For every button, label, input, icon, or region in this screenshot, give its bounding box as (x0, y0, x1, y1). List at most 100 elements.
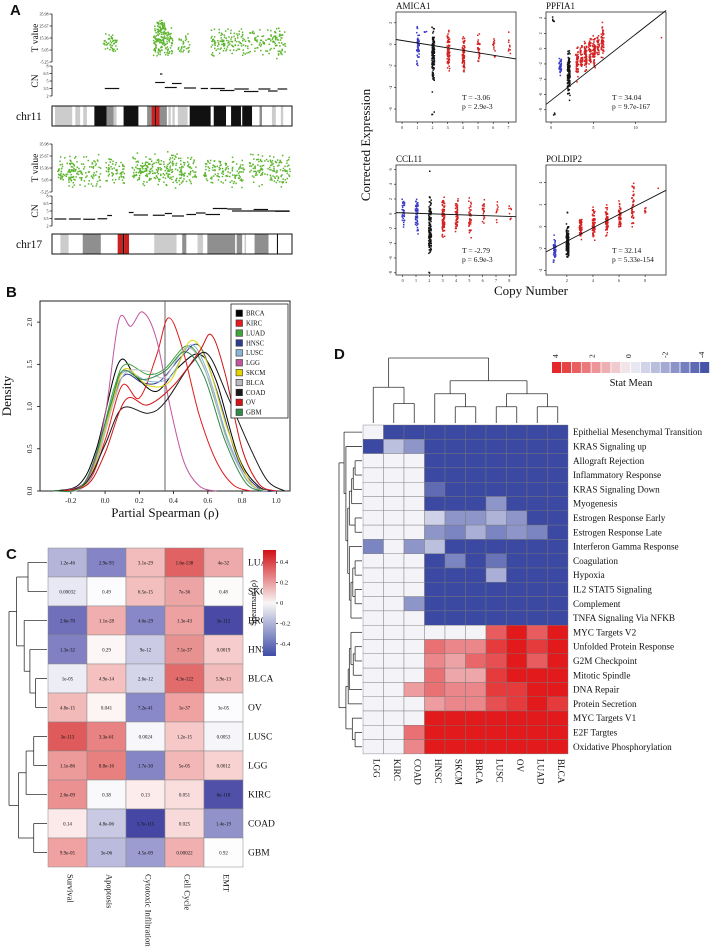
cell-22-9 (547, 739, 569, 755)
cell-1-3 (424, 439, 446, 454)
row-label-LUAD: LUAD (248, 559, 275, 569)
legend-swatch-BRCA (235, 309, 243, 317)
chromosome-label: chr11 (16, 111, 42, 123)
svg-text:2: 2 (566, 278, 568, 283)
gene-title: CCL11 (396, 154, 422, 164)
cell-10-8 (526, 567, 548, 583)
row-label-LGG: LGG (248, 762, 268, 772)
cell-15-1 (383, 639, 405, 655)
row-label-8: Interferon Gamma Response (573, 542, 679, 552)
cell-6-7 (506, 510, 528, 526)
svg-text:0.0019: 0.0019 (217, 648, 231, 653)
cell-19-0 (362, 696, 384, 712)
cell-9-9 (547, 553, 569, 569)
row-label-19: Protein Secretion (573, 699, 637, 709)
svg-text:-0.2: -0.2 (280, 620, 290, 627)
svg-text:0.4: 0.4 (169, 497, 178, 505)
row-label-22: Oxidative Phosphorylation (573, 742, 672, 752)
svg-text:0.051: 0.051 (179, 793, 191, 798)
svg-text:-4: -4 (388, 242, 393, 245)
cell-19-8 (526, 696, 548, 712)
cell-18-7 (506, 682, 528, 697)
cell-1-4 (444, 439, 466, 454)
svg-text:2: 2 (588, 354, 597, 358)
cell-2-7 (506, 453, 528, 469)
chromosome-label: chr17 (16, 239, 42, 251)
cell-6-3 (424, 510, 446, 526)
cell-17-9 (547, 667, 569, 683)
svg-text:0: 0 (538, 226, 543, 228)
cell-BRCA-0 (47, 605, 88, 636)
svg-text:4: 4 (551, 354, 560, 358)
svg-text:4.3e-122: 4.3e-122 (176, 677, 194, 682)
svg-text:4: 4 (388, 183, 393, 185)
cell-17-3 (424, 667, 446, 683)
svg-text:3e-113: 3e-113 (61, 735, 75, 740)
panel-b-label: B (6, 284, 17, 301)
column-label-apoptosis: Apoptosis (105, 874, 115, 908)
cell-12-8 (526, 596, 548, 612)
data-points (401, 170, 512, 274)
cell-12-9 (547, 596, 569, 612)
cell-19-1 (383, 696, 405, 712)
svg-text:-2: -2 (388, 227, 393, 230)
svg-text:4.5e-09: 4.5e-09 (138, 851, 154, 856)
row-label-16: G2M Checkpoint (573, 656, 637, 666)
cell-15-8 (526, 639, 548, 655)
svg-text:2.6e-12: 2.6e-12 (138, 677, 154, 682)
cell-20-0 (362, 710, 384, 726)
cell-22-4 (444, 739, 466, 755)
scatter-amica1: AMICA1 0 1 2 3 4 5 6 7 2 0 -2 -4 -6 T = -3.06p = 2.9e-… (388, 1, 517, 130)
svg-text:2: 2 (431, 125, 433, 130)
legend-swatch-SKCM (235, 369, 243, 377)
svg-text:2.9e-93: 2.9e-93 (99, 561, 115, 566)
legend-swatch-HNSC (235, 339, 243, 347)
row-label-5: Myogenesis (573, 499, 618, 509)
cell-LUSC-2 (125, 721, 166, 752)
cell-6-0 (362, 510, 384, 526)
colorbar-title: Spearman (ρ) (248, 580, 258, 626)
svg-text:8.8e-16: 8.8e-16 (99, 764, 115, 769)
cell-LGG-2 (125, 750, 166, 781)
cell-21-8 (526, 725, 548, 740)
svg-text:5: 5 (47, 208, 49, 213)
svg-text:0.0053: 0.0053 (217, 735, 231, 740)
cell-17-1 (383, 667, 405, 683)
x-axis-label: Partial Spearman (ρ) (111, 505, 219, 520)
cell-8-3 (424, 539, 446, 554)
cell-4-0 (362, 481, 384, 497)
cell-19-5 (465, 696, 487, 712)
svg-text:1.0: 1.0 (26, 402, 34, 411)
cell-4-7 (506, 481, 528, 497)
stat-mean-heatmap: Epithelial Mesenchymal Transition KRAS Si… (338, 352, 710, 785)
cell-21-6 (485, 725, 507, 740)
cell-17-2 (403, 667, 425, 683)
column-label-cell-cycle: Cell Cycle (183, 874, 193, 910)
svg-text:7: 7 (507, 125, 509, 130)
svg-text:-4: -4 (388, 86, 393, 89)
cell-17-4 (444, 667, 466, 683)
cell-1-9 (547, 439, 569, 454)
cell-7-8 (526, 524, 548, 540)
svg-text:0.48: 0.48 (219, 590, 228, 595)
cell-11-9 (547, 582, 569, 597)
svg-text:3.3e-61: 3.3e-61 (99, 735, 115, 740)
cell-11-8 (526, 582, 548, 597)
legend-swatch-KIRC (235, 319, 243, 327)
cell-21-7 (506, 725, 528, 740)
svg-text:5: 5 (47, 78, 49, 83)
cell-3-3 (424, 467, 446, 483)
cell-21-5 (465, 725, 487, 740)
svg-text:0.5: 0.5 (26, 444, 34, 453)
cell-3-4 (444, 467, 466, 483)
cell-15-5 (465, 639, 487, 655)
heatmap-grid (362, 424, 569, 755)
svg-text:3.5: 3.5 (44, 86, 49, 91)
cell-20-9 (547, 710, 569, 726)
scatter-ppfia1: PPFIA1 0 5 10 4 2 0 -2 -4 -6 -8 T = 34.04p = 9.7e-1… (538, 1, 667, 130)
cell-8-2 (403, 539, 425, 554)
genomic-track-chr11: 35.98 25.67 15.36 5.05 -5.25 T value 8 6.5 5 3.5 2… (16, 11, 293, 127)
svg-text:-5.25: -5.25 (40, 189, 48, 194)
cell-COAD-0 (47, 808, 88, 839)
svg-text:1.2e-46: 1.2e-46 (60, 561, 76, 566)
